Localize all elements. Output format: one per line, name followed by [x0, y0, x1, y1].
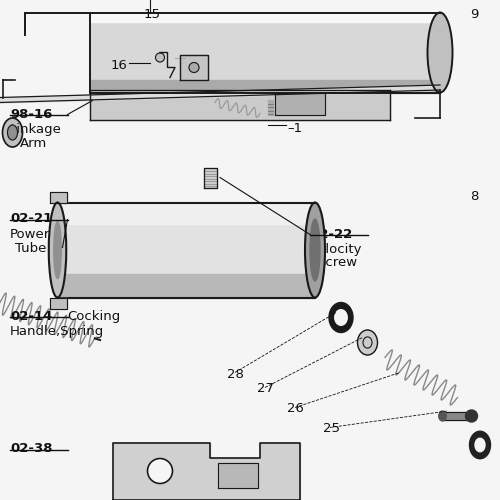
Ellipse shape [54, 222, 61, 278]
Ellipse shape [335, 310, 347, 326]
Text: Power: Power [10, 228, 50, 240]
Polygon shape [204, 168, 216, 188]
Circle shape [466, 410, 477, 422]
Text: Screw: Screw [318, 256, 358, 270]
Ellipse shape [310, 219, 320, 281]
Polygon shape [268, 100, 272, 115]
Text: 15: 15 [144, 8, 161, 20]
Text: Cocking: Cocking [68, 310, 121, 323]
Text: Velocity: Velocity [310, 242, 362, 256]
Text: 02-22: 02-22 [310, 228, 352, 240]
Text: Handle,Spring: Handle,Spring [10, 325, 104, 338]
Text: 02-21: 02-21 [10, 212, 52, 226]
Circle shape [156, 53, 164, 62]
Polygon shape [50, 192, 66, 202]
Text: 26: 26 [288, 402, 304, 415]
Polygon shape [112, 442, 300, 500]
Polygon shape [218, 462, 258, 487]
Ellipse shape [470, 431, 490, 459]
Text: 02-14: 02-14 [10, 310, 52, 323]
Circle shape [189, 62, 199, 72]
Polygon shape [180, 55, 208, 80]
Text: 28: 28 [228, 368, 244, 380]
Ellipse shape [305, 202, 325, 298]
Circle shape [148, 458, 172, 483]
Ellipse shape [358, 330, 378, 355]
Ellipse shape [475, 438, 485, 452]
Ellipse shape [49, 202, 66, 298]
Text: 02-38: 02-38 [10, 442, 52, 456]
Ellipse shape [439, 411, 446, 421]
Ellipse shape [8, 125, 18, 140]
Text: Linkage: Linkage [10, 122, 62, 136]
Text: –1: –1 [288, 122, 302, 136]
Text: Tube: Tube [15, 242, 46, 254]
Text: 8: 8 [470, 190, 478, 203]
Polygon shape [50, 298, 66, 308]
Ellipse shape [329, 302, 353, 332]
Text: 98-16: 98-16 [10, 108, 52, 120]
Text: Arm: Arm [20, 138, 47, 150]
Text: 25: 25 [322, 422, 340, 436]
Ellipse shape [2, 118, 22, 147]
Text: 16: 16 [110, 59, 128, 72]
Text: 27: 27 [258, 382, 274, 396]
Text: 9: 9 [470, 8, 478, 20]
Ellipse shape [428, 12, 452, 92]
